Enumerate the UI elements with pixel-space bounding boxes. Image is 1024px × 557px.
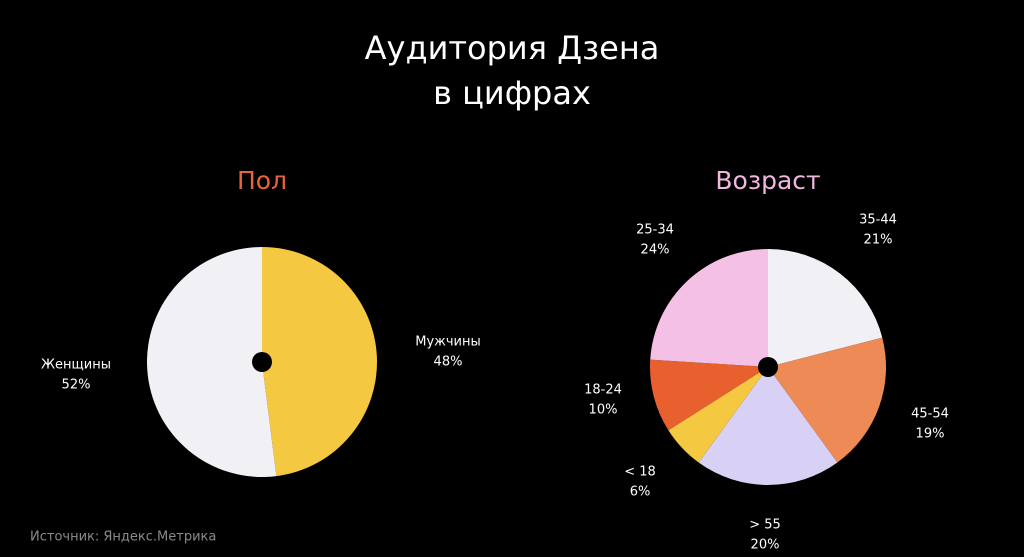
- pie-slice: [147, 246, 277, 477]
- slice-value: 21%: [864, 233, 893, 248]
- chart-title: Пол: [237, 166, 287, 195]
- center-dot: [758, 357, 778, 377]
- pie-slice: [650, 249, 768, 367]
- slice-value: 48%: [434, 355, 463, 370]
- pie-slice: [768, 337, 886, 463]
- slice-value: 52%: [62, 378, 91, 393]
- chart-title: Возраст: [715, 166, 820, 195]
- pie-slice: [698, 367, 838, 485]
- slice-value: 24%: [641, 243, 670, 258]
- pie-slice: [650, 359, 768, 431]
- slice-label: 35-44: [859, 213, 897, 228]
- pie-slice: [668, 367, 768, 463]
- pie-slice: [768, 249, 883, 367]
- slice-value: 19%: [916, 427, 945, 442]
- source: Источник: Яндекс.Метрика: [30, 530, 216, 545]
- slice-label: 45-54: [911, 407, 949, 422]
- center-dot: [252, 352, 272, 372]
- slice-label: 25-34: [636, 223, 674, 238]
- slice-value: 20%: [751, 538, 780, 553]
- slide-title: Аудитория Дзена: [365, 29, 660, 67]
- slice-label: 18-24: [584, 383, 622, 398]
- slice-label: > 55: [749, 518, 781, 533]
- slice-label: < 18: [624, 465, 656, 480]
- slice-value: 10%: [589, 403, 618, 418]
- pie-slice: [262, 247, 378, 477]
- slice-label: Женщины: [41, 358, 111, 373]
- slide-title: в цифрах: [433, 74, 591, 112]
- slice-label: Мужчины: [415, 335, 481, 350]
- slice-value: 6%: [630, 485, 651, 500]
